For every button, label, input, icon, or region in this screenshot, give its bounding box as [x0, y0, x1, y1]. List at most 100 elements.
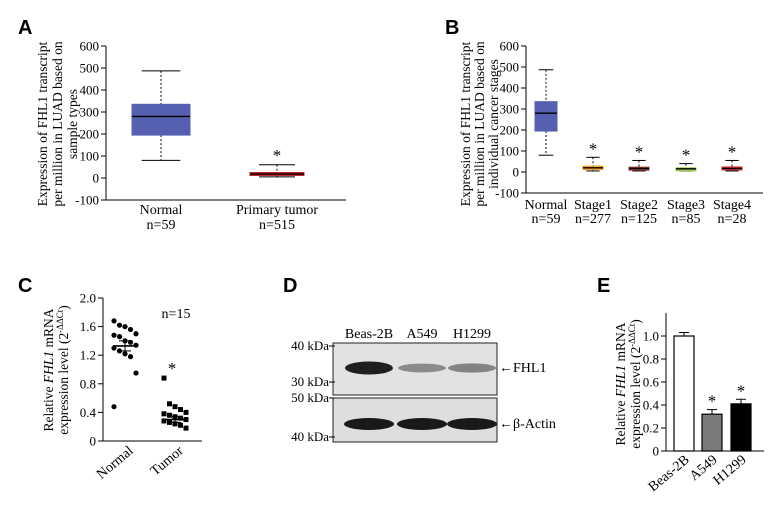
panel-a-cat-normal: Normal: [140, 203, 183, 218]
panel-a-cat-tumor: Primary tumor: [236, 203, 318, 218]
panel-c-point-tumor: [178, 415, 183, 421]
panel-e-ylabel-2: expression level (2-ΔΔCt): [627, 319, 643, 449]
panel-a-y-tick-label: 400: [80, 83, 100, 98]
panel-a-ylabel-3: sample types: [65, 89, 80, 159]
panel-d-band-actin: ←β-Actin: [499, 417, 556, 432]
panel-d-fhl1-band: [345, 361, 393, 375]
panel-b-y-tick-label: 300: [500, 102, 520, 117]
panel-b-n-stage2: n=125: [621, 212, 657, 227]
panel-e: E Relative FHL1 mRNA expression level (2…: [597, 275, 764, 495]
panel-d-band-fhl1: ←FHL1: [499, 361, 546, 376]
panel-e-significance: *: [737, 381, 746, 400]
panel-e-y-tick-label: 0.2: [643, 421, 659, 436]
panel-e-bar-h1299: [730, 403, 752, 452]
panel-b-y-tick-label: 500: [500, 60, 520, 75]
panel-e-label: E: [597, 275, 610, 297]
panel-c-point-normal: [111, 332, 117, 338]
panel-b-n-normal: n=59: [532, 212, 561, 227]
panel-a-label: A: [18, 17, 32, 39]
panel-d-lane-beas2b: Beas-2B: [345, 327, 393, 342]
panel-e-ylabel-1: Relative FHL1 mRNA: [613, 322, 628, 445]
panel-b-label: B: [445, 17, 459, 39]
panel-e-y-tick-label: 0.6: [643, 375, 660, 390]
panel-b-cat-normal: Normal: [525, 198, 568, 213]
panel-b-significance: *: [728, 142, 737, 161]
panel-c: C Relative FHL1 mRNA expression level (2…: [18, 275, 202, 483]
panel-a-y-tick-label: 300: [80, 105, 100, 120]
panel-b-significance: *: [682, 146, 691, 165]
panel-b-n-stage4: n=28: [718, 212, 747, 227]
panel-e-y-tick-label: 0.4: [643, 398, 660, 413]
panel-c-y-tick-label: 2.0: [80, 291, 96, 306]
panel-e-bar-beas-2b: [673, 335, 695, 452]
panel-a-y-tick-label: 200: [80, 127, 100, 142]
panel-d-lane-h1299: H1299: [453, 327, 491, 342]
panel-b-y-tick-label: 400: [500, 81, 520, 96]
panel-c-y-tick-label: 0.8: [80, 376, 96, 391]
panel-c-ylabel-1: Relative FHL1 mRNA: [41, 308, 56, 431]
panel-b-ylabel-3: individual cancer stages: [486, 59, 501, 189]
panel-c-point-normal: [133, 331, 139, 337]
panel-c-point-tumor: [161, 411, 167, 417]
panel-a-n-normal: n=59: [147, 218, 176, 233]
panel-b-y-tick-label: -100: [495, 186, 519, 201]
panel-c-point-normal: [116, 322, 123, 328]
panel-b-ylabel-2: per million in LUAD based on: [472, 41, 487, 207]
panel-a-significance: *: [273, 146, 282, 165]
panel-e-y-tick-label: 0: [653, 444, 660, 459]
panel-e-significance: *: [708, 392, 717, 411]
panel-c-cat-tumor: Tumor: [148, 443, 187, 479]
panel-c-cat-normal: Normal: [94, 444, 136, 483]
panel-c-point-tumor: [167, 401, 172, 407]
panel-c-point-tumor: [161, 375, 167, 381]
panel-a: A Expression of FHL1 transcript per mill…: [18, 17, 346, 233]
panel-d-marker-40-top: 40 kDa: [291, 338, 329, 353]
panel-d-marker-50: 50 kDa: [291, 390, 329, 405]
panel-b-y-tick-label: 200: [500, 123, 520, 138]
panel-b-n-stage1: n=277: [575, 212, 611, 227]
panel-c-point-normal: [127, 354, 134, 360]
panel-a-ylabel-1: Expression of FHL1 transcript: [35, 41, 50, 206]
panel-d-lane-a549: A549: [406, 327, 437, 342]
panel-c-point-normal: [133, 370, 139, 376]
panel-c-point-normal: [116, 334, 123, 340]
panel-c-point-tumor: [161, 418, 167, 424]
panel-c-point-tumor: [167, 412, 172, 418]
panel-b-y-tick-label: 600: [500, 39, 520, 54]
panel-e-y-tick-label: 1.0: [643, 329, 659, 344]
panel-c-y-tick-label: 1.6: [80, 319, 97, 334]
panel-d-fhl1-band: [448, 363, 496, 373]
panel-b-y-tick-label: 0: [513, 165, 520, 180]
panel-c-point-normal: [111, 404, 117, 410]
panel-c-point-normal: [111, 318, 117, 324]
panel-a-y-tick-label: 100: [80, 149, 100, 164]
panel-d-actin-band: [397, 418, 447, 430]
panel-c-point-normal: [111, 345, 117, 351]
panel-a-y-tick-label: 500: [80, 61, 100, 76]
panel-d-marker-40-bottom: 40 kDa: [291, 429, 329, 444]
panel-a-y-tick-label: -100: [75, 193, 99, 208]
panel-c-point-tumor: [172, 404, 178, 410]
panel-d-label: D: [283, 275, 297, 297]
panel-a-y-tick-label: 0: [93, 171, 100, 186]
panel-b-ylabel-1: Expression of FHL1 transcript: [458, 41, 473, 206]
panel-c-point-tumor: [172, 421, 178, 427]
panel-c-point-normal: [127, 326, 134, 333]
panel-c-point-tumor: [183, 425, 189, 431]
panel-c-y-tick-label: 0: [90, 434, 97, 449]
panel-c-point-tumor: [178, 422, 183, 428]
panel-c-point-normal: [122, 351, 128, 357]
panel-c-label: C: [18, 275, 32, 297]
panel-b-cat-stage4: Stage4: [713, 198, 751, 213]
panel-e-cat-h1299: H1299: [711, 453, 750, 489]
panel-d-marker-30: 30 kDa: [291, 374, 329, 389]
panel-a-normal-box: [131, 103, 191, 136]
panel-a-n-tumor: n=515: [259, 218, 295, 233]
panel-e-y-tick-label: 0.8: [643, 352, 659, 367]
panel-d: D Beas-2B A549 H1299 40 kDa 30 kDa 50 kD…: [283, 275, 556, 444]
panel-b-significance: *: [635, 142, 644, 161]
panel-e-cat-beas-2b: Beas-2B: [646, 453, 693, 495]
panel-c-point-tumor: [183, 409, 189, 415]
panel-b-cat-stage1: Stage1: [574, 198, 612, 213]
